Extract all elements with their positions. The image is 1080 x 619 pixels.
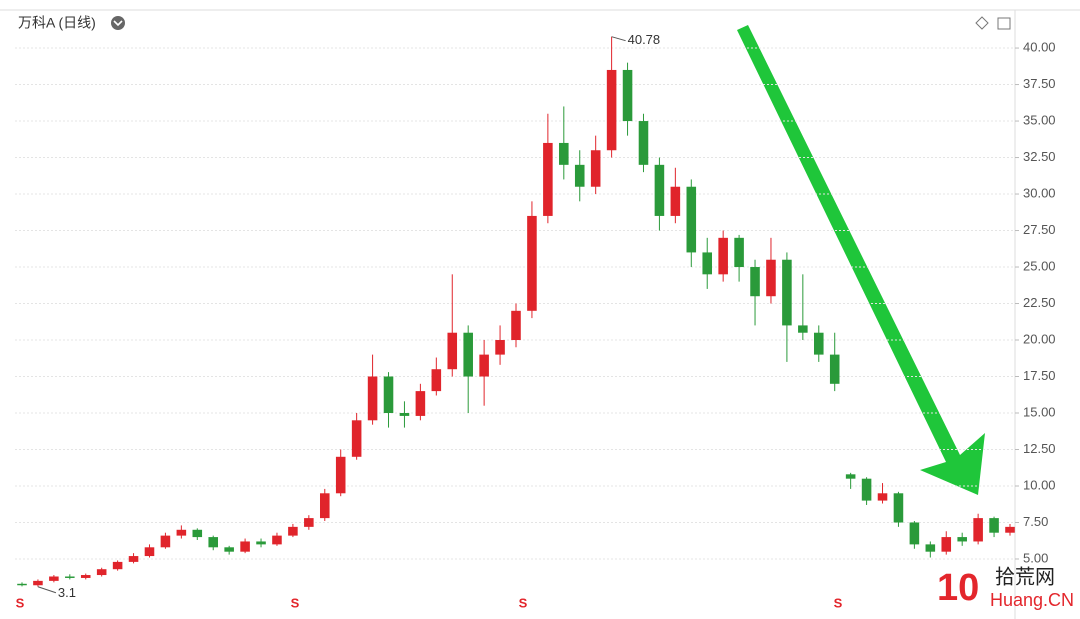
y-tick-label: 17.50: [1023, 368, 1056, 383]
candle-body: [447, 332, 458, 370]
trend-arrow: [737, 25, 985, 495]
candle-body: [574, 164, 585, 187]
candle-body: [208, 537, 219, 548]
candle-body: [80, 575, 91, 578]
min-label: 3.1: [58, 585, 76, 600]
candle-body: [766, 259, 776, 297]
candle-body: [288, 526, 298, 536]
y-tick-label: 10.00: [1023, 477, 1056, 492]
candle-body: [319, 493, 330, 519]
y-tick-label: 5.00: [1023, 550, 1048, 565]
candle-body: [431, 369, 442, 392]
candle-body: [941, 537, 952, 552]
candle-body: [543, 142, 553, 216]
candle-body: [256, 541, 266, 545]
candle-body: [893, 493, 904, 523]
candle-body: [224, 547, 234, 552]
candle-body: [128, 556, 139, 562]
y-tick-label: 22.50: [1023, 295, 1056, 310]
candle-body: [304, 518, 314, 527]
panel-button[interactable]: [997, 17, 1011, 30]
candle-body: [654, 164, 665, 216]
candle-body: [798, 325, 808, 333]
y-tick-label: 27.50: [1023, 222, 1056, 237]
candle-body: [144, 547, 155, 557]
candle-body: [160, 535, 171, 548]
event-marker: S: [519, 595, 528, 610]
candle-body: [989, 518, 999, 533]
candle-body: [957, 537, 967, 542]
candle-body: [112, 561, 123, 570]
candle-body: [670, 186, 681, 216]
chart-title: 万科A (日线): [18, 15, 96, 31]
candle-body: [192, 529, 203, 538]
candle-body: [335, 456, 346, 494]
candle-body: [702, 252, 713, 275]
candle-body: [176, 529, 187, 536]
y-tick-label: 15.00: [1023, 404, 1056, 419]
candle-body: [590, 150, 601, 187]
candle-body: [49, 576, 59, 581]
candle-body: [861, 478, 872, 501]
candle-body: [606, 69, 617, 151]
watermark-logo: 10: [937, 567, 979, 609]
candle-body: [272, 535, 282, 545]
candle-body: [65, 576, 75, 578]
candle-body: [813, 332, 824, 355]
candle-body: [33, 580, 43, 586]
candle-body: [782, 259, 792, 326]
candle-body: [495, 340, 505, 355]
y-tick-label: 20.00: [1023, 331, 1056, 346]
y-tick-label: 25.00: [1023, 258, 1056, 273]
candle-body: [638, 121, 649, 165]
y-tick-label: 32.50: [1023, 149, 1056, 164]
candle-body: [399, 413, 410, 416]
candle-body: [559, 142, 569, 165]
candle-body: [415, 391, 426, 416]
candle-body: [829, 354, 840, 384]
watermark: 10 拾荒网 Huang.CN: [937, 565, 1074, 609]
y-tick-label: 40.00: [1023, 39, 1056, 54]
candle-body: [527, 215, 537, 311]
event-marker: S: [16, 595, 25, 610]
watermark-site: Huang.CN: [990, 590, 1074, 610]
candle-body: [351, 420, 362, 457]
candle-body: [1005, 526, 1015, 533]
candle-body: [925, 544, 936, 552]
y-tick-label: 37.50: [1023, 76, 1056, 91]
candle-body: [479, 354, 489, 377]
candle-body: [909, 522, 920, 545]
candle-body: [845, 474, 856, 479]
candle-body: [973, 518, 983, 542]
candle-body: [511, 310, 521, 341]
event-marker: S: [291, 595, 300, 610]
min-pointer: [37, 586, 57, 594]
title-icon: [111, 16, 125, 30]
candle-body: [750, 267, 760, 297]
candle-body: [96, 569, 107, 576]
candle-body: [240, 541, 250, 552]
candle-body: [463, 332, 473, 377]
candle-body: [383, 376, 394, 414]
watermark-name: 拾荒网: [995, 565, 1055, 588]
candle-body: [718, 237, 728, 275]
title-icon-arrow: [113, 20, 123, 27]
candle-body: [686, 186, 697, 253]
y-tick-label: 30.00: [1023, 185, 1056, 200]
candle-body: [17, 583, 27, 586]
candle-body: [734, 237, 744, 268]
y-tick-label: 35.00: [1023, 112, 1056, 127]
candle-body: [877, 493, 888, 501]
max-pointer: [611, 36, 626, 42]
max-label: 40.78: [628, 32, 661, 47]
event-marker: S: [834, 595, 843, 610]
y-tick-label: 12.50: [1023, 441, 1056, 456]
candle-body: [622, 69, 633, 122]
y-tick-label: 7.50: [1023, 514, 1048, 529]
candle-body: [367, 376, 378, 421]
diamond-button[interactable]: [975, 16, 989, 30]
